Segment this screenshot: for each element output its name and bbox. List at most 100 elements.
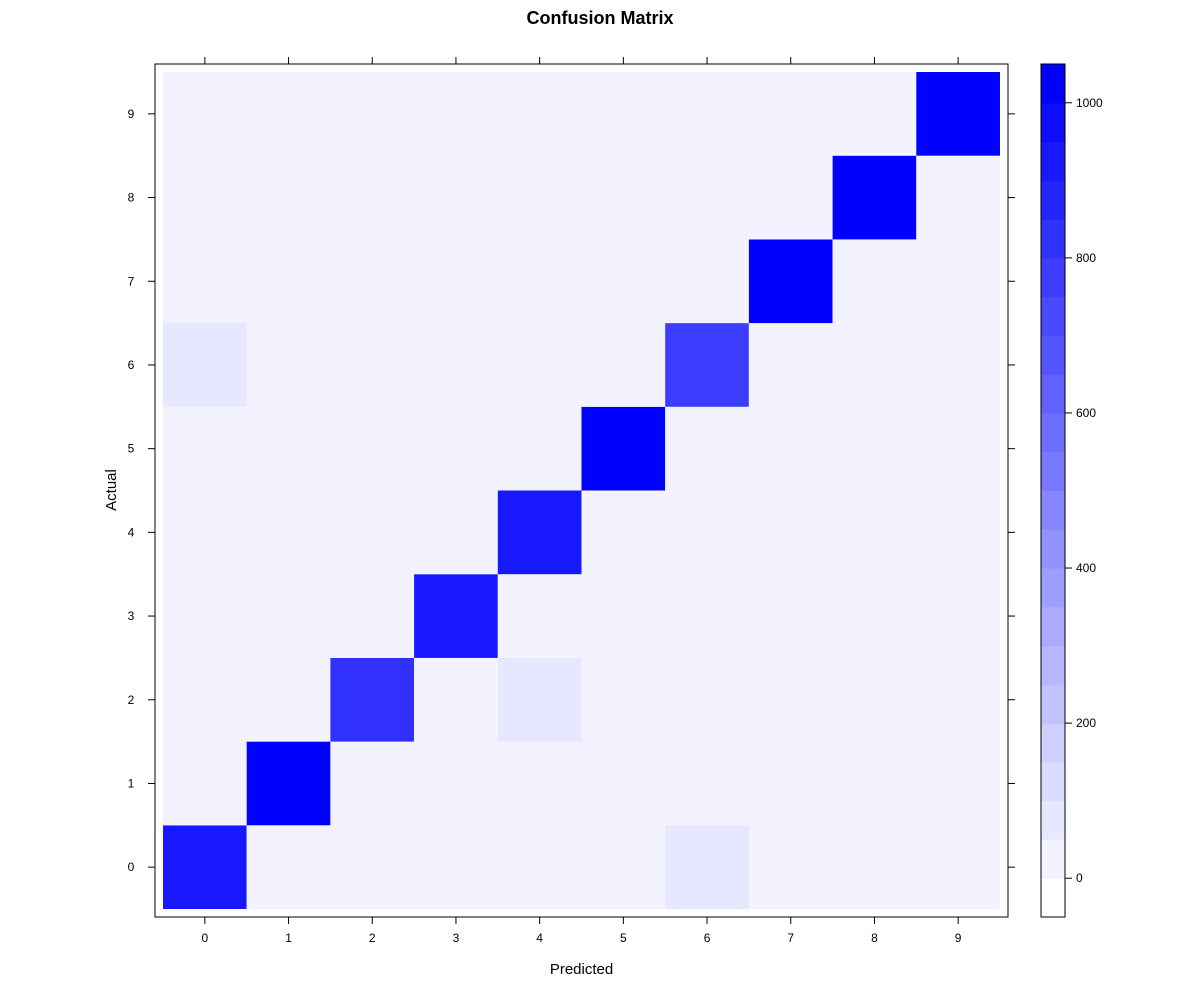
x-tick-label: 6 (704, 931, 711, 945)
y-tick-label: 2 (128, 693, 135, 707)
y-tick-label: 7 (128, 274, 135, 288)
colorbar-segment (1041, 219, 1065, 259)
heatmap-cell-actual-1-predicted-3 (414, 741, 498, 826)
y-axis-title: Actual (103, 469, 120, 511)
heatmap-cell-actual-0-predicted-2 (330, 825, 415, 909)
heatmap-cell-actual-9-predicted-0 (163, 72, 247, 156)
heatmap-cell-actual-4-predicted-2 (330, 490, 415, 575)
heatmap-cell-actual-6-predicted-7 (748, 323, 833, 407)
heatmap-cell-actual-3-predicted-1 (246, 574, 331, 658)
y-tick-label: 4 (128, 525, 135, 539)
heatmap-cell-actual-8-predicted-3 (414, 155, 498, 240)
heatmap-cell-actual-1-predicted-9 (916, 741, 1000, 826)
heatmap-cell-actual-9-predicted-2 (330, 72, 415, 156)
colorbar-segment (1041, 257, 1065, 298)
heatmap-cell-actual-7-predicted-6 (665, 239, 749, 324)
heatmap-cell-actual-2-predicted-1 (246, 657, 331, 742)
heatmap-cell-actual-2-predicted-8 (832, 657, 917, 742)
heatmap-cell-actual-9-predicted-9 (916, 72, 1000, 156)
colorbar-segment (1041, 606, 1065, 647)
y-tick-label: 1 (128, 776, 135, 790)
heatmap-cell-actual-2-predicted-5 (581, 657, 666, 742)
heatmap-cell-actual-3-predicted-8 (832, 574, 917, 658)
colorbar-tick-label: 800 (1076, 251, 1096, 265)
heatmap-cell-actual-1-predicted-4 (497, 741, 582, 826)
heatmap-cell-actual-0-predicted-1 (246, 825, 331, 909)
heatmap-cell-actual-3-predicted-0 (163, 574, 247, 658)
x-tick-label: 8 (871, 931, 878, 945)
colorbar-segment (1041, 878, 1065, 918)
heatmap-cell-actual-2-predicted-4 (497, 657, 582, 742)
heatmap-cell-actual-8-predicted-4 (497, 155, 582, 240)
heatmap-cell-actual-5-predicted-5 (581, 406, 666, 491)
colorbar-segment (1041, 102, 1065, 143)
heatmap-cell-actual-0-predicted-6 (665, 825, 749, 909)
heatmap-cell-actual-9-predicted-1 (246, 72, 331, 156)
heatmap-cell-actual-3-predicted-6 (665, 574, 749, 658)
heatmap-cell-actual-0-predicted-4 (497, 825, 582, 909)
heatmap-cell-actual-4-predicted-9 (916, 490, 1000, 575)
heatmap-cell-actual-1-predicted-8 (832, 741, 917, 826)
x-tick-label: 4 (536, 931, 543, 945)
heatmap-cell-actual-8-predicted-2 (330, 155, 415, 240)
heatmap-cell-actual-8-predicted-1 (246, 155, 331, 240)
colorbar-frame (1040, 63, 1066, 918)
colorbar-segment (1041, 374, 1065, 414)
heatmap-cell-actual-4-predicted-1 (246, 490, 331, 575)
heatmap-cell-actual-5-predicted-0 (163, 406, 247, 491)
heatmap-cell-actual-9-predicted-8 (832, 72, 917, 156)
heatmap-cell-actual-7-predicted-4 (497, 239, 582, 324)
heatmap-cell-actual-2-predicted-6 (665, 657, 749, 742)
heatmap-cell-actual-9-predicted-4 (497, 72, 582, 156)
heatmap-cell-actual-7-predicted-3 (414, 239, 498, 324)
heatmap-cell-actual-5-predicted-4 (497, 406, 582, 491)
colorbar-segment (1041, 64, 1065, 104)
heatmap-cell-actual-1-predicted-6 (665, 741, 749, 826)
y-tick-label: 3 (128, 609, 135, 623)
x-tick-label: 2 (369, 931, 376, 945)
x-tick-label: 3 (453, 931, 460, 945)
colorbar-segment (1041, 800, 1065, 840)
heatmap-cell-actual-5-predicted-2 (330, 406, 415, 491)
heatmap-cell-actual-8-predicted-9 (916, 155, 1000, 240)
heatmap-cell-actual-6-predicted-2 (330, 323, 415, 407)
heatmap-cell-actual-7-predicted-0 (163, 239, 247, 324)
heatmap-cell-actual-0-predicted-8 (832, 825, 917, 909)
heatmap-cell-actual-8-predicted-5 (581, 155, 666, 240)
heatmap-cell-actual-3-predicted-2 (330, 574, 415, 658)
heatmap-cell-actual-3-predicted-5 (581, 574, 666, 658)
x-tick-label: 7 (787, 931, 794, 945)
heatmap-cell-actual-8-predicted-0 (163, 155, 247, 240)
colorbar-segment (1041, 451, 1065, 491)
heatmap-cell-actual-2-predicted-2 (330, 657, 415, 742)
heatmap-cell-actual-1-predicted-0 (163, 741, 247, 826)
heatmap-cell-actual-0-predicted-3 (414, 825, 498, 909)
heatmap-cell-actual-6-predicted-4 (497, 323, 582, 407)
heatmap-cell-actual-3-predicted-9 (916, 574, 1000, 658)
heatmap-cell-actual-4-predicted-7 (748, 490, 833, 575)
heatmap-cell-actual-0-predicted-9 (916, 825, 1000, 909)
y-tick-label: 9 (128, 107, 135, 121)
colorbar-segment (1041, 839, 1065, 879)
x-tick-label: 0 (202, 931, 209, 945)
heatmap-cell-actual-3-predicted-7 (748, 574, 833, 658)
heatmap-cell-actual-6-predicted-0 (163, 323, 247, 407)
colorbar-segment (1041, 412, 1065, 453)
heatmap-cells (163, 72, 1000, 909)
heatmap-cell-actual-6-predicted-5 (581, 323, 666, 407)
heatmap-cell-actual-7-predicted-8 (832, 239, 917, 324)
heatmap-cell-actual-7-predicted-9 (916, 239, 1000, 324)
colorbar-segment (1041, 335, 1065, 375)
heatmap-cell-actual-5-predicted-8 (832, 406, 917, 491)
heatmap-cell-actual-7-predicted-1 (246, 239, 331, 324)
heatmap-cell-actual-4-predicted-8 (832, 490, 917, 575)
heatmap-cell-actual-1-predicted-7 (748, 741, 833, 826)
heatmap-cell-actual-9-predicted-5 (581, 72, 666, 156)
y-tick-label: 0 (128, 860, 135, 874)
colorbar-segment (1041, 645, 1065, 685)
x-tick-label: 5 (620, 931, 627, 945)
colorbar-segment (1041, 568, 1065, 608)
heatmap-cell-actual-7-predicted-7 (748, 239, 833, 324)
heatmap-cell-actual-6-predicted-9 (916, 323, 1000, 407)
